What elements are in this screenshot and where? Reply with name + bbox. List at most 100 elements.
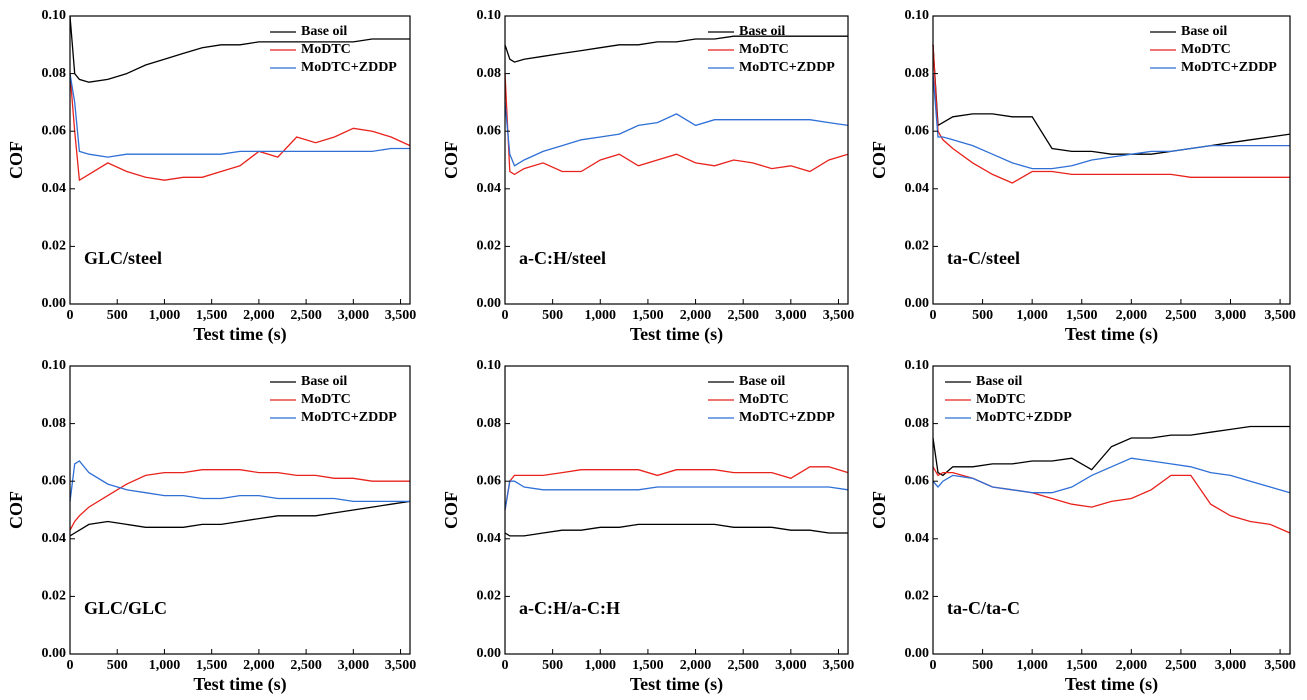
x-tick-label: 2,500 <box>290 658 322 673</box>
y-tick-label: 0.04 <box>905 531 930 546</box>
x-tick-label: 1,000 <box>585 658 617 673</box>
x-tick-label: 2,500 <box>1165 308 1197 323</box>
series-line <box>504 102 849 167</box>
y-tick-label: 0.08 <box>905 66 930 81</box>
y-tick-label: 0.08 <box>905 416 930 431</box>
y-tick-label: 0.06 <box>42 123 67 138</box>
series-line <box>504 73 849 176</box>
x-axis-label: Test time (s) <box>1065 674 1158 695</box>
y-axis-label: COF <box>6 141 26 179</box>
x-tick-label: 1,500 <box>1066 658 1098 673</box>
x-tick-label: 1,500 <box>1066 308 1098 323</box>
x-axis-label: Test time (s) <box>1065 324 1158 345</box>
x-tick-label: 2,000 <box>1116 658 1148 673</box>
legend-label: MoDTC <box>739 42 789 57</box>
series-line <box>932 457 1291 494</box>
series-line <box>932 44 1290 184</box>
annotation: ta-C/ta-C <box>947 598 1020 618</box>
x-tick-label: 3,500 <box>1264 658 1296 673</box>
legend-label: MoDTC+ZDDP <box>739 410 835 425</box>
x-tick-label: 2,500 <box>727 658 759 673</box>
x-tick-label: 2,000 <box>243 308 275 323</box>
legend-label: MoDTC <box>301 42 351 57</box>
x-tick-label: 1,000 <box>149 658 181 673</box>
x-tick-label: 2,000 <box>243 658 275 673</box>
y-tick-label: 0.06 <box>477 123 502 138</box>
series-line <box>69 15 410 83</box>
series-line <box>932 466 1291 534</box>
y-tick-label: 0.10 <box>905 8 930 23</box>
y-tick-label: 0.00 <box>477 296 502 311</box>
series-line <box>69 460 410 503</box>
series-line <box>504 480 849 511</box>
x-tick-label: 3,500 <box>823 308 855 323</box>
y-axis-label: COF <box>869 141 889 179</box>
x-tick-label: 500 <box>107 308 128 323</box>
series-line <box>504 35 848 63</box>
x-tick-label: 2,500 <box>727 308 759 323</box>
x-tick-label: 1,500 <box>196 658 228 673</box>
x-tick-label: 3,000 <box>775 658 807 673</box>
legend-label: Base oil <box>976 374 1022 389</box>
x-tick-label: 3,500 <box>823 658 855 673</box>
x-tick-label: 0 <box>502 658 509 673</box>
x-tick-label: 3,500 <box>385 308 417 323</box>
y-axis-label: COF <box>6 491 26 529</box>
x-tick-label: 500 <box>972 658 993 673</box>
y-tick-label: 0.02 <box>905 589 930 604</box>
x-axis-label: Test time (s) <box>630 324 723 345</box>
x-axis-label: Test time (s) <box>193 674 286 695</box>
y-tick-label: 0.08 <box>42 66 67 81</box>
plot-frame <box>504 365 849 655</box>
y-tick-label: 0.04 <box>477 181 502 196</box>
x-tick-label: 500 <box>542 658 563 673</box>
y-tick-label: 0.10 <box>477 358 502 373</box>
x-tick-label: 0 <box>930 658 937 673</box>
plot-frame <box>504 15 849 305</box>
series-line <box>69 73 411 182</box>
x-tick-label: 0 <box>930 308 937 323</box>
legend-label: Base oil <box>739 24 785 39</box>
y-tick-label: 0.10 <box>477 8 502 23</box>
x-tick-label: 1,500 <box>632 658 664 673</box>
y-tick-label: 0.08 <box>42 416 67 431</box>
annotation: a-C:H/a-C:H <box>519 598 620 618</box>
y-tick-label: 0.06 <box>905 123 930 138</box>
legend-label: MoDTC+ZDDP <box>976 410 1072 425</box>
x-tick-label: 1,500 <box>196 308 228 323</box>
plot-frame <box>69 15 411 305</box>
x-tick-label: 1,000 <box>1016 308 1048 323</box>
x-tick-label: 500 <box>972 308 993 323</box>
annotation: GLC/steel <box>84 248 162 268</box>
x-tick-label: 0 <box>67 658 74 673</box>
legend-label: MoDTC <box>976 392 1026 407</box>
y-tick-label: 0.04 <box>905 181 930 196</box>
x-tick-label: 1,000 <box>1016 658 1048 673</box>
legend-label: MoDTC+ZDDP <box>1181 60 1277 75</box>
x-tick-label: 3,000 <box>1215 658 1247 673</box>
y-tick-label: 0.00 <box>905 296 930 311</box>
x-tick-label: 1,500 <box>632 308 664 323</box>
annotation: a-C:H/steel <box>519 248 606 268</box>
y-axis-label: COF <box>869 491 889 529</box>
y-tick-label: 0.06 <box>42 473 67 488</box>
x-tick-label: 2,500 <box>1165 658 1197 673</box>
y-tick-label: 0.02 <box>42 589 67 604</box>
series-line <box>69 469 410 531</box>
x-tick-label: 2,000 <box>680 308 712 323</box>
y-tick-label: 0.10 <box>905 358 930 373</box>
y-tick-label: 0.00 <box>477 646 502 661</box>
x-tick-label: 0 <box>502 308 509 323</box>
legend-label: MoDTC+ZDDP <box>739 60 835 75</box>
legend-label: MoDTC+ZDDP <box>301 410 397 425</box>
x-tick-label: 0 <box>67 308 74 323</box>
y-axis-label: COF <box>441 491 461 529</box>
legend-label: Base oil <box>739 374 785 389</box>
y-tick-label: 0.00 <box>42 296 67 311</box>
legend-label: MoDTC+ZDDP <box>301 60 397 75</box>
legend-label: Base oil <box>1181 24 1227 39</box>
series-line <box>504 466 849 511</box>
series-line <box>504 523 848 537</box>
y-tick-label: 0.02 <box>477 239 502 254</box>
x-axis-label: Test time (s) <box>630 674 723 695</box>
